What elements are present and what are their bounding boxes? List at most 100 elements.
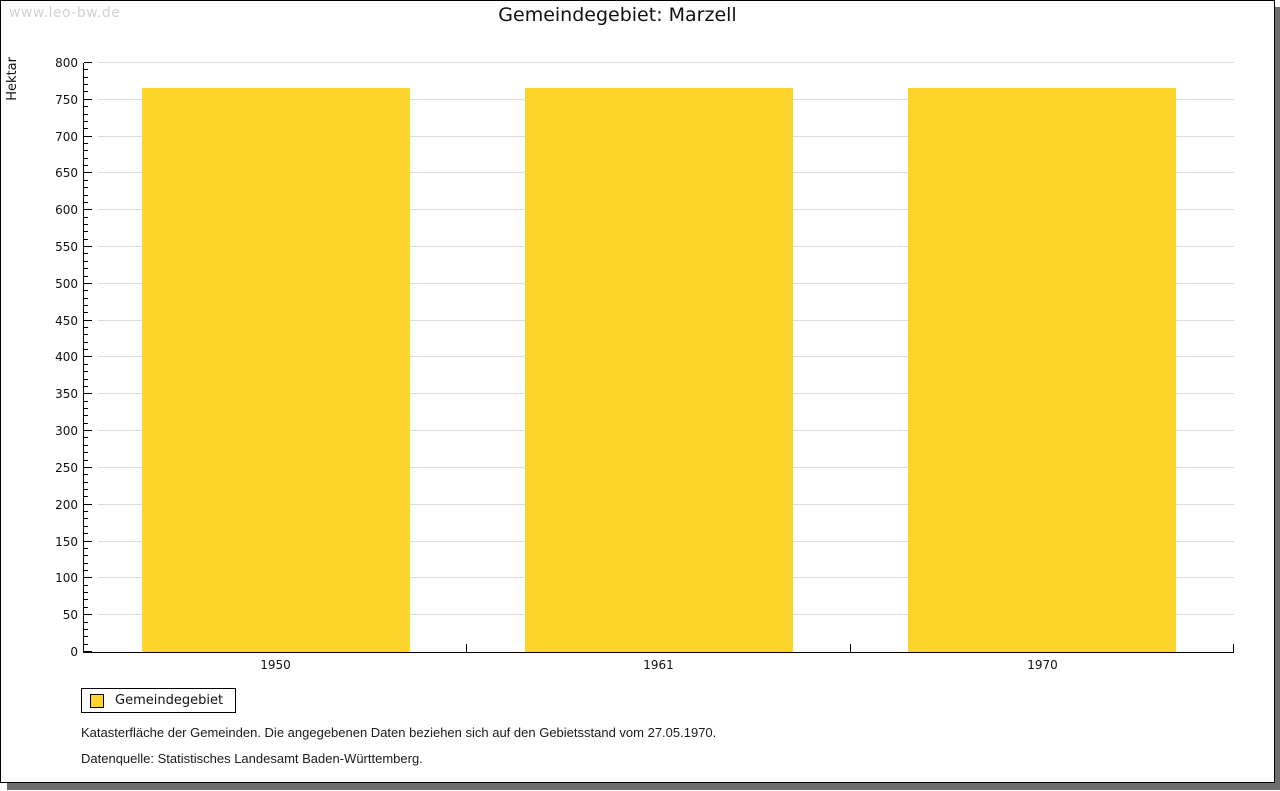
y-major-tick <box>84 430 92 431</box>
y-minor-tick <box>84 69 88 70</box>
y-minor-tick <box>84 629 88 630</box>
y-minor-tick <box>84 474 88 475</box>
y-minor-tick <box>84 570 88 571</box>
y-minor-tick <box>84 379 88 380</box>
y-tick-label: 0 <box>70 645 78 659</box>
y-tick-label: 150 <box>55 535 78 549</box>
y-minor-tick <box>84 84 88 85</box>
y-minor-tick <box>84 187 88 188</box>
y-tick-label: 350 <box>55 387 78 401</box>
y-minor-tick <box>84 489 88 490</box>
y-major-tick <box>84 172 92 173</box>
x-tick-label: 1970 <box>1027 658 1058 672</box>
y-tick-label: 50 <box>62 608 78 622</box>
y-major-tick <box>84 99 92 100</box>
y-major-tick <box>84 320 92 321</box>
y-minor-tick <box>84 401 88 402</box>
y-minor-tick <box>84 415 88 416</box>
bar <box>142 88 410 652</box>
y-minor-tick <box>84 445 88 446</box>
y-minor-tick <box>84 460 88 461</box>
y-minor-tick <box>84 268 88 269</box>
y-minor-tick <box>84 511 88 512</box>
y-major-tick <box>84 651 92 652</box>
y-minor-tick <box>84 607 88 608</box>
y-minor-tick <box>84 386 88 387</box>
x-tick-label: 1961 <box>643 658 674 672</box>
bar <box>908 88 1176 652</box>
y-minor-tick <box>84 91 88 92</box>
y-minor-tick <box>84 563 88 564</box>
y-major-tick <box>84 614 92 615</box>
y-minor-tick <box>84 622 88 623</box>
y-minor-tick <box>84 150 88 151</box>
y-axis-title: Hektar <box>5 57 20 101</box>
y-minor-tick <box>84 482 88 483</box>
y-minor-tick <box>84 342 88 343</box>
y-minor-tick <box>84 290 88 291</box>
y-minor-tick <box>84 533 88 534</box>
legend-swatch-icon <box>90 693 104 708</box>
y-minor-tick <box>84 437 88 438</box>
y-tick-label: 200 <box>55 498 78 512</box>
y-minor-tick <box>84 327 88 328</box>
y-minor-tick <box>84 128 88 129</box>
footnote-data-note: Katasterfläche der Gemeinden. Die angege… <box>81 725 717 740</box>
plot-area: 0 50 100 150 200 250 300 350 400 450 500 550 600 650 7… <box>55 56 1234 672</box>
y-major-tick <box>84 577 92 578</box>
y-tick-label: 300 <box>55 424 78 438</box>
y-minor-tick <box>84 408 88 409</box>
y-major-tick <box>84 136 92 137</box>
x-tick-label: 1950 <box>260 658 291 672</box>
y-major-tick <box>84 541 92 542</box>
y-minor-tick <box>84 349 88 350</box>
y-tick-label: 800 <box>55 56 78 70</box>
y-minor-tick <box>84 423 88 424</box>
y-major-tick <box>84 209 92 210</box>
y-tick-label: 250 <box>55 461 78 475</box>
y-minor-tick <box>84 585 88 586</box>
y-tick-label: 650 <box>55 166 78 180</box>
y-major-tick <box>84 504 92 505</box>
y-minor-tick <box>84 312 88 313</box>
y-tick-label: 600 <box>55 203 78 217</box>
y-tick-label: 750 <box>55 93 78 107</box>
y-tick-label: 500 <box>55 277 78 291</box>
y-minor-tick <box>84 334 88 335</box>
y-minor-tick <box>84 276 88 277</box>
y-major-tick <box>84 467 92 468</box>
y-minor-tick <box>84 180 88 181</box>
bar <box>525 88 793 652</box>
y-minor-tick <box>84 239 88 240</box>
y-tick-label: 550 <box>55 240 78 254</box>
y-minor-tick <box>84 592 88 593</box>
y-minor-tick <box>84 261 88 262</box>
x-boundary-tick <box>466 644 467 652</box>
y-major-tick <box>84 246 92 247</box>
y-minor-tick <box>84 548 88 549</box>
y-minor-tick <box>84 165 88 166</box>
legend: Gemeindegebiet <box>81 688 237 713</box>
y-minor-tick <box>84 77 88 78</box>
chart-title: Gemeindegebiet: Marzell <box>498 4 737 26</box>
y-minor-tick <box>84 305 88 306</box>
y-minor-tick <box>84 224 88 225</box>
y-minor-tick <box>84 202 88 203</box>
legend-label: Gemeindegebiet <box>115 693 224 708</box>
y-minor-tick <box>84 526 88 527</box>
y-minor-tick <box>84 253 88 254</box>
y-minor-tick <box>84 106 88 107</box>
y-tick-label: 400 <box>55 350 78 364</box>
x-boundary-tick <box>1233 644 1234 652</box>
y-minor-tick <box>84 518 88 519</box>
watermark: www.leo-bw.de <box>9 5 121 21</box>
y-minor-tick <box>84 121 88 122</box>
gridline <box>98 62 1234 63</box>
x-boundary-tick <box>850 644 851 652</box>
y-major-tick <box>84 393 92 394</box>
y-minor-tick <box>84 114 88 115</box>
y-minor-tick <box>84 158 88 159</box>
y-minor-tick <box>84 143 88 144</box>
y-major-tick <box>84 62 92 63</box>
